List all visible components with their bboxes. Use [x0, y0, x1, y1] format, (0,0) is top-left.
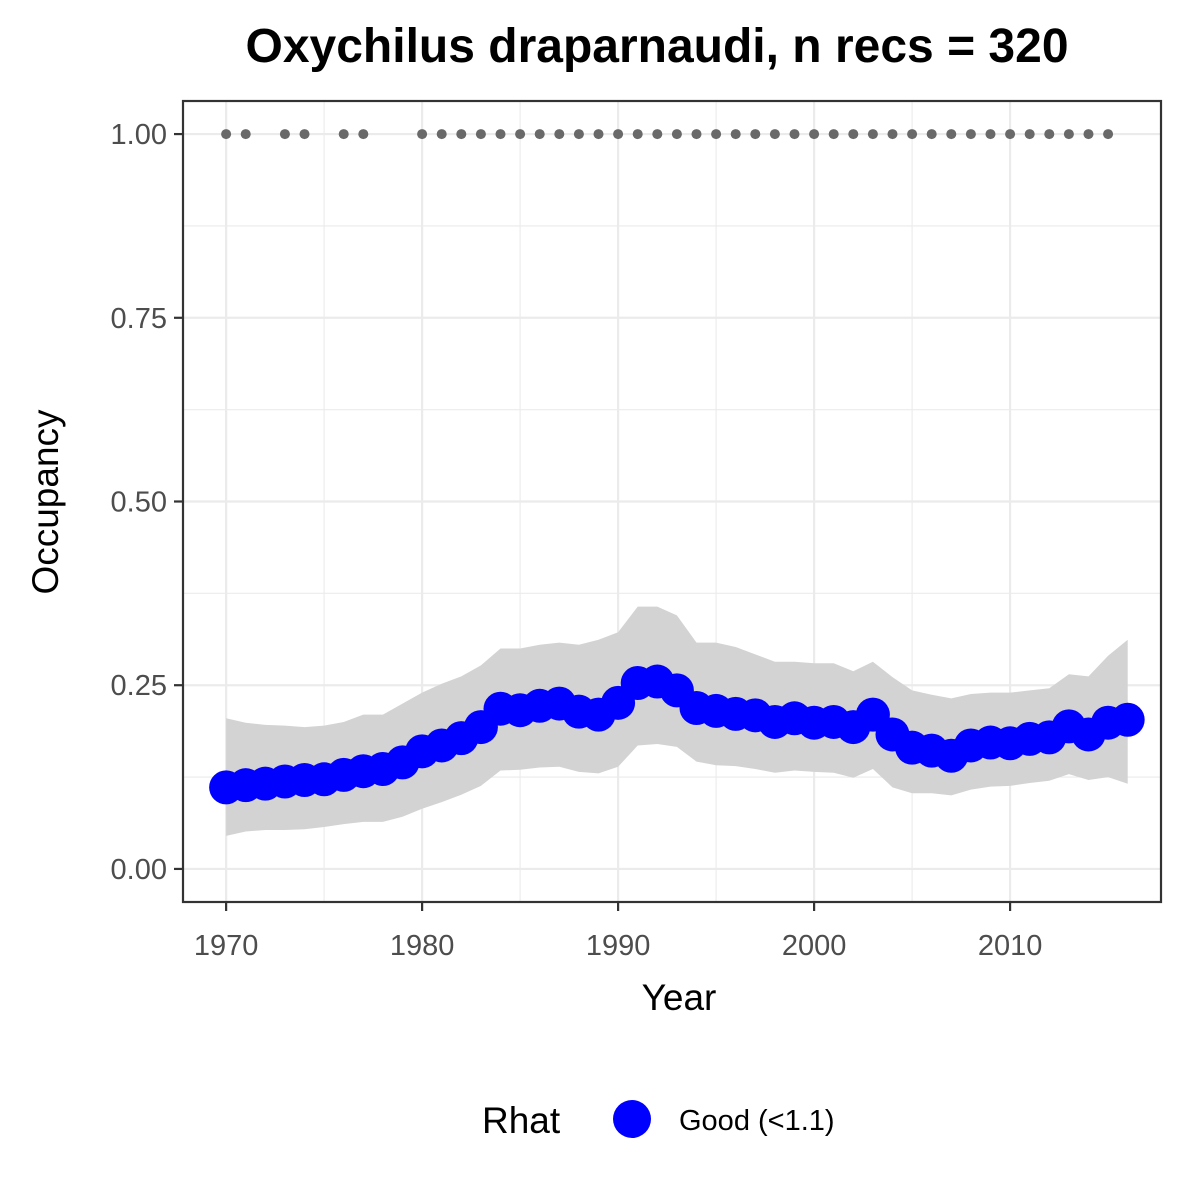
record-year-dot — [1005, 129, 1016, 140]
record-year-dot — [809, 129, 820, 140]
y-tick-label: 0.25 — [111, 670, 167, 702]
data-marks — [209, 129, 1145, 805]
record-year-dot — [1024, 129, 1035, 140]
record-year-dot — [789, 129, 800, 140]
legend-key-good — [613, 1100, 651, 1138]
record-year-dot — [769, 129, 780, 140]
legend: Rhat Good (<1.1) — [482, 1100, 835, 1141]
record-year-dot — [867, 129, 878, 140]
record-year-dot — [848, 129, 859, 140]
record-year-dot — [338, 129, 349, 140]
record-year-dot — [279, 129, 290, 140]
x-tick-label: 2010 — [978, 930, 1043, 962]
plot-panel — [181, 99, 1163, 904]
x-tick-label: 1970 — [194, 930, 259, 962]
occupancy-point — [1110, 702, 1145, 737]
legend-label-good: Good (<1.1) — [679, 1105, 835, 1137]
record-year-dot — [436, 129, 447, 140]
record-year-dot — [475, 129, 486, 140]
confidence-ribbon — [226, 606, 1128, 836]
legend-title: Rhat — [482, 1100, 561, 1141]
record-year-dot — [828, 129, 839, 140]
record-year-dot — [534, 129, 545, 140]
record-year-dot — [593, 129, 604, 140]
record-year-dot — [1083, 129, 1094, 140]
record-year-dot — [299, 129, 310, 140]
record-year-dot — [926, 129, 937, 140]
record-year-dot — [573, 129, 584, 140]
record-year-dot — [965, 129, 976, 140]
record-year-dot — [907, 129, 918, 140]
record-year-dot — [632, 129, 643, 140]
x-axis: 1970 1980 1990 2000 2010 — [194, 902, 1042, 962]
y-axis-title: Occupancy — [25, 409, 66, 595]
x-axis-title: Year — [642, 977, 717, 1018]
x-tick-label: 1990 — [586, 930, 651, 962]
record-year-dot — [554, 129, 565, 140]
record-year-dot — [887, 129, 898, 140]
y-axis: 0.00 0.25 0.50 0.75 1.00 — [111, 119, 183, 886]
record-year-dot — [515, 129, 526, 140]
y-tick-label: 0.75 — [111, 303, 167, 335]
record-year-dot — [495, 129, 506, 140]
record-year-dot — [691, 129, 702, 140]
record-year-dot — [358, 129, 369, 140]
y-tick-label: 0.50 — [111, 487, 167, 519]
record-year-dot — [1063, 129, 1074, 140]
x-tick-label: 2000 — [782, 930, 847, 962]
record-year-dot — [730, 129, 741, 140]
y-tick-label: 1.00 — [111, 119, 167, 151]
record-year-dot — [671, 129, 682, 140]
y-tick-label: 0.00 — [111, 854, 167, 886]
record-year-dot — [240, 129, 251, 140]
record-year-dot — [417, 129, 428, 140]
record-year-dot — [456, 129, 467, 140]
record-year-dot — [1044, 129, 1055, 140]
x-tick-label: 1980 — [390, 930, 455, 962]
record-year-dot — [750, 129, 761, 140]
record-year-dot — [652, 129, 663, 140]
chart-title: Oxychilus draparnaudi, n recs = 320 — [245, 20, 1068, 73]
record-year-dot — [613, 129, 624, 140]
record-year-dot — [985, 129, 996, 140]
record-year-dot — [221, 129, 232, 140]
record-year-dot — [1103, 129, 1114, 140]
record-year-dot — [946, 129, 957, 140]
record-year-dot — [711, 129, 722, 140]
